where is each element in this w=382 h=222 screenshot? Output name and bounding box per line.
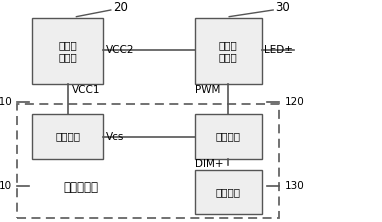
Text: 缓启动电路: 缓启动电路 [63,181,98,194]
Bar [195,170,262,214]
Text: 30: 30 [275,1,290,14]
Bar [32,114,103,159]
Text: 20: 20 [113,1,128,14]
Text: LED±: LED± [264,45,293,55]
Text: 10: 10 [0,181,12,192]
Bar [17,104,279,218]
Bar [195,114,262,159]
Text: 130: 130 [285,181,304,192]
Text: 调光模块: 调光模块 [216,187,241,197]
Text: 电源控
制电路: 电源控 制电路 [219,40,238,62]
Text: 电源输
入电路: 电源输 入电路 [58,40,77,62]
Text: 120: 120 [285,97,304,107]
Text: 110: 110 [0,97,12,107]
Text: 稳压模块: 稳压模块 [55,131,80,142]
Text: 控制模块: 控制模块 [216,131,241,142]
Bar [32,18,103,84]
Text: Vcs: Vcs [106,131,125,142]
Text: PWM: PWM [195,85,220,95]
Text: VCC1: VCC1 [72,85,100,95]
Text: DIM+: DIM+ [195,159,223,169]
Text: VCC2: VCC2 [106,45,135,55]
Bar [195,18,262,84]
